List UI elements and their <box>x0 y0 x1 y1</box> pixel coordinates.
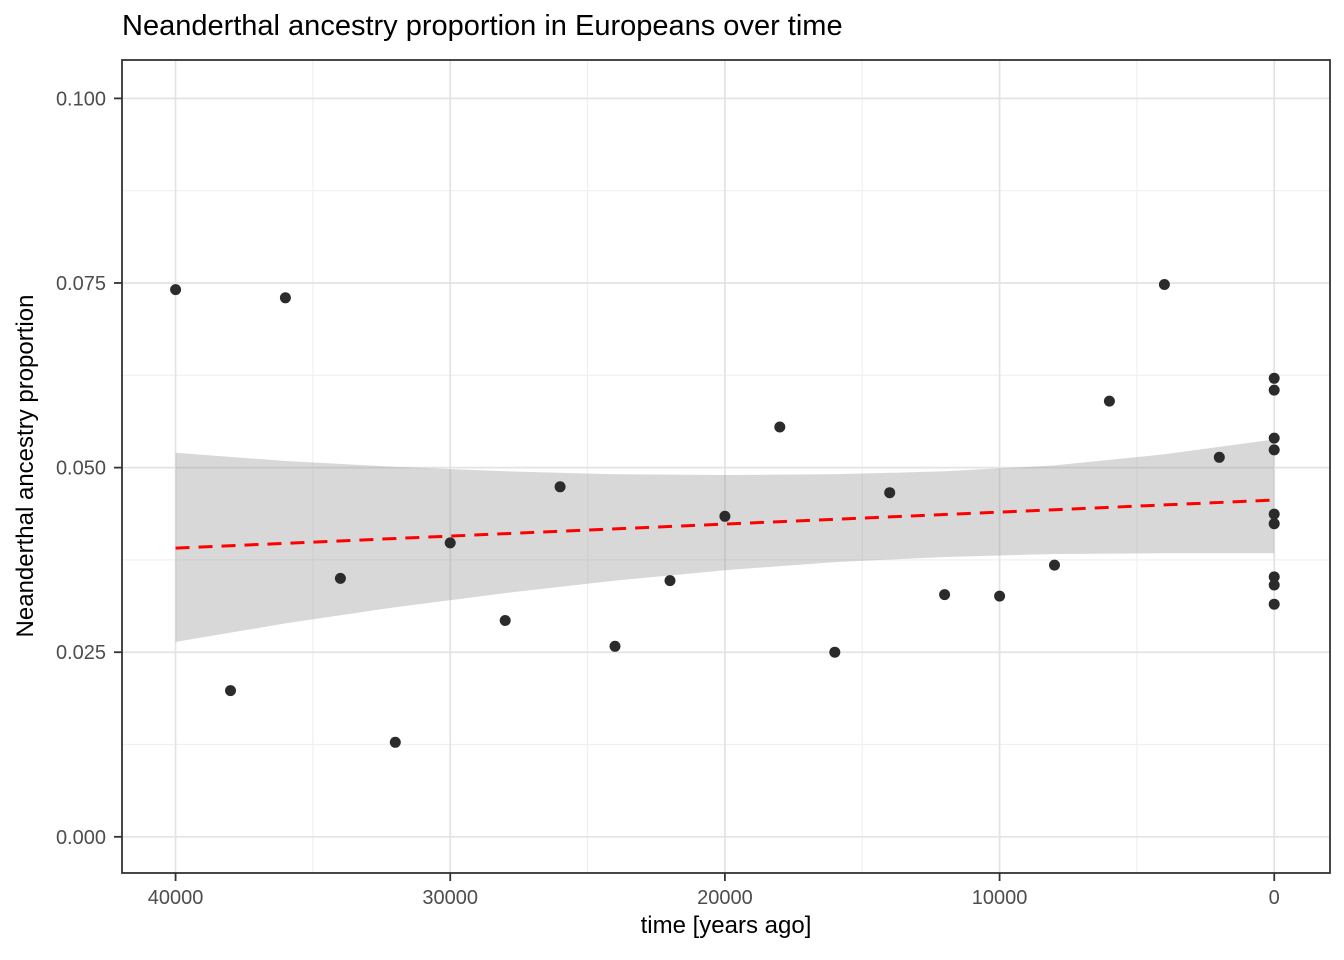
data-point <box>1103 395 1115 407</box>
data-point <box>170 284 182 296</box>
data-point <box>609 640 621 652</box>
data-point <box>554 481 566 493</box>
data-point <box>939 589 951 601</box>
y-tick-label: 0.075 <box>56 273 106 295</box>
x-tick-label: 10000 <box>972 887 1028 909</box>
data-point <box>279 292 291 304</box>
data-point <box>444 537 456 549</box>
y-tick-label: 0.100 <box>56 88 106 110</box>
data-point <box>774 421 786 433</box>
x-axis-title: time [years ago] <box>640 912 812 939</box>
x-tick-label: 40000 <box>148 887 204 909</box>
y-tick-label: 0.000 <box>56 827 106 849</box>
data-point <box>225 685 236 697</box>
x-tick-label: 30000 <box>422 887 478 909</box>
data-point <box>499 615 511 626</box>
data-point <box>1158 279 1170 290</box>
plot-panel <box>122 60 1330 873</box>
data-point <box>334 572 346 584</box>
data-point <box>1268 372 1280 384</box>
x-tick-label: 0 <box>1269 887 1280 909</box>
data-point <box>389 736 401 748</box>
data-point <box>1268 518 1280 530</box>
data-point <box>664 575 676 587</box>
data-point <box>994 590 1006 602</box>
data-point <box>1268 508 1280 520</box>
panel-border <box>121 59 1331 874</box>
data-point <box>1268 432 1280 444</box>
data-point <box>1213 451 1225 463</box>
data-point <box>1268 384 1280 396</box>
data-point <box>1268 598 1280 610</box>
confidence-band <box>175 439 1275 642</box>
y-tick-label: 0.025 <box>56 642 106 664</box>
data-point <box>884 487 896 499</box>
y-axis-title: Neanderthal ancestry proportion <box>12 294 39 638</box>
data-point <box>1268 444 1280 456</box>
data-point <box>829 646 841 658</box>
x-tick-label: 20000 <box>697 887 753 909</box>
y-tick-label: 0.050 <box>56 458 106 480</box>
data-point <box>1049 559 1060 571</box>
chart-title: Neanderthal ancestry proportion in Europ… <box>122 10 843 42</box>
data-point <box>1268 571 1280 583</box>
data-point <box>1268 579 1280 591</box>
data-point <box>719 510 731 522</box>
